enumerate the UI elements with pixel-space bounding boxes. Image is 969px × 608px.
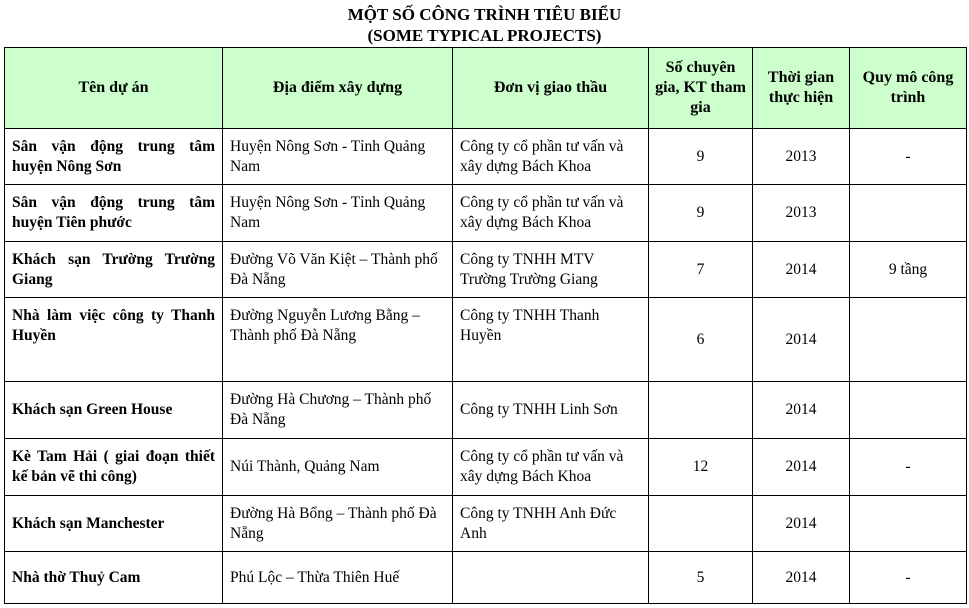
project-name-cell: Sân vận động trung tâm huyện Tiên phước (4, 184, 223, 242)
location-cell: Đường Hà Chương – Thành phố Đà Nẵng (222, 381, 453, 439)
contractor-cell (452, 551, 649, 604)
location-cell: Huyện Nông Sơn - Tỉnh Quảng Nam (222, 128, 453, 185)
contractor-cell: Công ty TNHH Anh Đức Anh (452, 495, 649, 552)
location-cell: Đường Võ Văn Kiệt – Thành phố Đà Nẵng (222, 241, 453, 298)
scale-cell: - (849, 551, 967, 604)
page-subtitle: (SOME TYPICAL PROJECTS) (367, 26, 602, 45)
table-row: Nhà thờ Thuỷ Cam Phú Lộc – Thừa Thiên Huế… (4, 551, 967, 604)
year-cell: 2013 (752, 128, 850, 185)
year-cell: 2014 (752, 241, 850, 298)
table-row: Sân vận động trung tâm huyện Nông Sơn Huy… (4, 128, 967, 185)
experts-cell: 9 (648, 184, 753, 242)
contractor-cell: Công ty TNHH MTV Trường Trường Giang (452, 241, 649, 298)
table-row: Khách sạn Trường Trường Giang Đường Võ Vă… (4, 241, 967, 298)
experts-cell (648, 495, 753, 552)
header-experts: Số chuyên gia, KT tham gia (648, 47, 753, 129)
header-scale: Quy mô công trình (849, 47, 967, 129)
scale-cell: 9 tầng (849, 241, 967, 298)
page-title: MỘT SỐ CÔNG TRÌNH TIÊU BIỂU (347, 5, 622, 24)
header-contractor: Đơn vị giao thầu (452, 47, 649, 129)
project-name-cell: Khách sạn Manchester (4, 495, 223, 552)
scale-cell: - (849, 128, 967, 185)
project-name-cell: Kè Tam Hải ( giai đoạn thiết kế bản vẽ t… (4, 438, 223, 496)
scale-cell: - (849, 438, 967, 496)
contractor-cell: Công ty TNHH Linh Sơn (452, 381, 649, 439)
header-location: Địa điểm xây dựng (222, 47, 453, 129)
experts-cell: 5 (648, 551, 753, 604)
experts-cell: 12 (648, 438, 753, 496)
scale-cell (849, 381, 967, 439)
experts-cell: 7 (648, 241, 753, 298)
project-name-cell: Khách sạn Green House (4, 381, 223, 439)
table-header-row: Tên dự án Địa điểm xây dựng Đơn vị giao … (4, 47, 967, 129)
contractor-cell: Công ty TNHH Thanh Huyền (452, 297, 649, 382)
scale-cell (849, 495, 967, 552)
location-cell: Núi Thành, Quảng Nam (222, 438, 453, 496)
header-project-name: Tên dự án (4, 47, 223, 129)
contractor-cell: Công ty cổ phần tư vấn và xây dựng Bách … (452, 184, 649, 242)
project-name-cell: Khách sạn Trường Trường Giang (4, 241, 223, 298)
table-row: Khách sạn Green House Đường Hà Chương – T… (4, 381, 967, 439)
year-cell: 2014 (752, 438, 850, 496)
location-cell: Phú Lộc – Thừa Thiên Huế (222, 551, 453, 604)
year-cell: 2014 (752, 495, 850, 552)
table-row: Nhà làm việc công ty Thanh Huyền Đường Ng… (4, 297, 967, 382)
table-row: Kè Tam Hải ( giai đoạn thiết kế bản vẽ t… (4, 438, 967, 496)
project-name-cell: Sân vận động trung tâm huyện Nông Sơn (4, 128, 223, 185)
projects-table: Tên dự án Địa điểm xây dựng Đơn vị giao … (4, 47, 967, 604)
project-name-cell: Nhà làm việc công ty Thanh Huyền (4, 297, 223, 382)
year-cell: 2014 (752, 381, 850, 439)
year-cell: 2014 (752, 551, 850, 604)
experts-cell (648, 381, 753, 439)
year-cell: 2014 (752, 297, 850, 382)
table-row: Khách sạn Manchester Đường Hà Bổng – Thàn… (4, 495, 967, 552)
year-cell: 2013 (752, 184, 850, 242)
experts-cell: 9 (648, 128, 753, 185)
location-cell: Huyện Nông Sơn - Tỉnh Quảng Nam (222, 184, 453, 242)
contractor-cell: Công ty cổ phần tư vấn và xây dựng Bách … (452, 128, 649, 185)
header-year: Thời gian thực hiện (752, 47, 850, 129)
experts-cell: 6 (648, 297, 753, 382)
table-row: Sân vận động trung tâm huyện Tiên phước H… (4, 184, 967, 242)
location-cell: Đường Hà Bổng – Thành phố Đà Nẵng (222, 495, 453, 552)
scale-cell (849, 297, 967, 382)
contractor-cell: Công ty cổ phần tư vấn và xây dựng Bách … (452, 438, 649, 496)
location-cell: Đường Nguyễn Lương Bằng – Thành phố Đà N… (222, 297, 453, 382)
project-name-cell: Nhà thờ Thuỷ Cam (4, 551, 223, 604)
scale-cell (849, 184, 967, 242)
